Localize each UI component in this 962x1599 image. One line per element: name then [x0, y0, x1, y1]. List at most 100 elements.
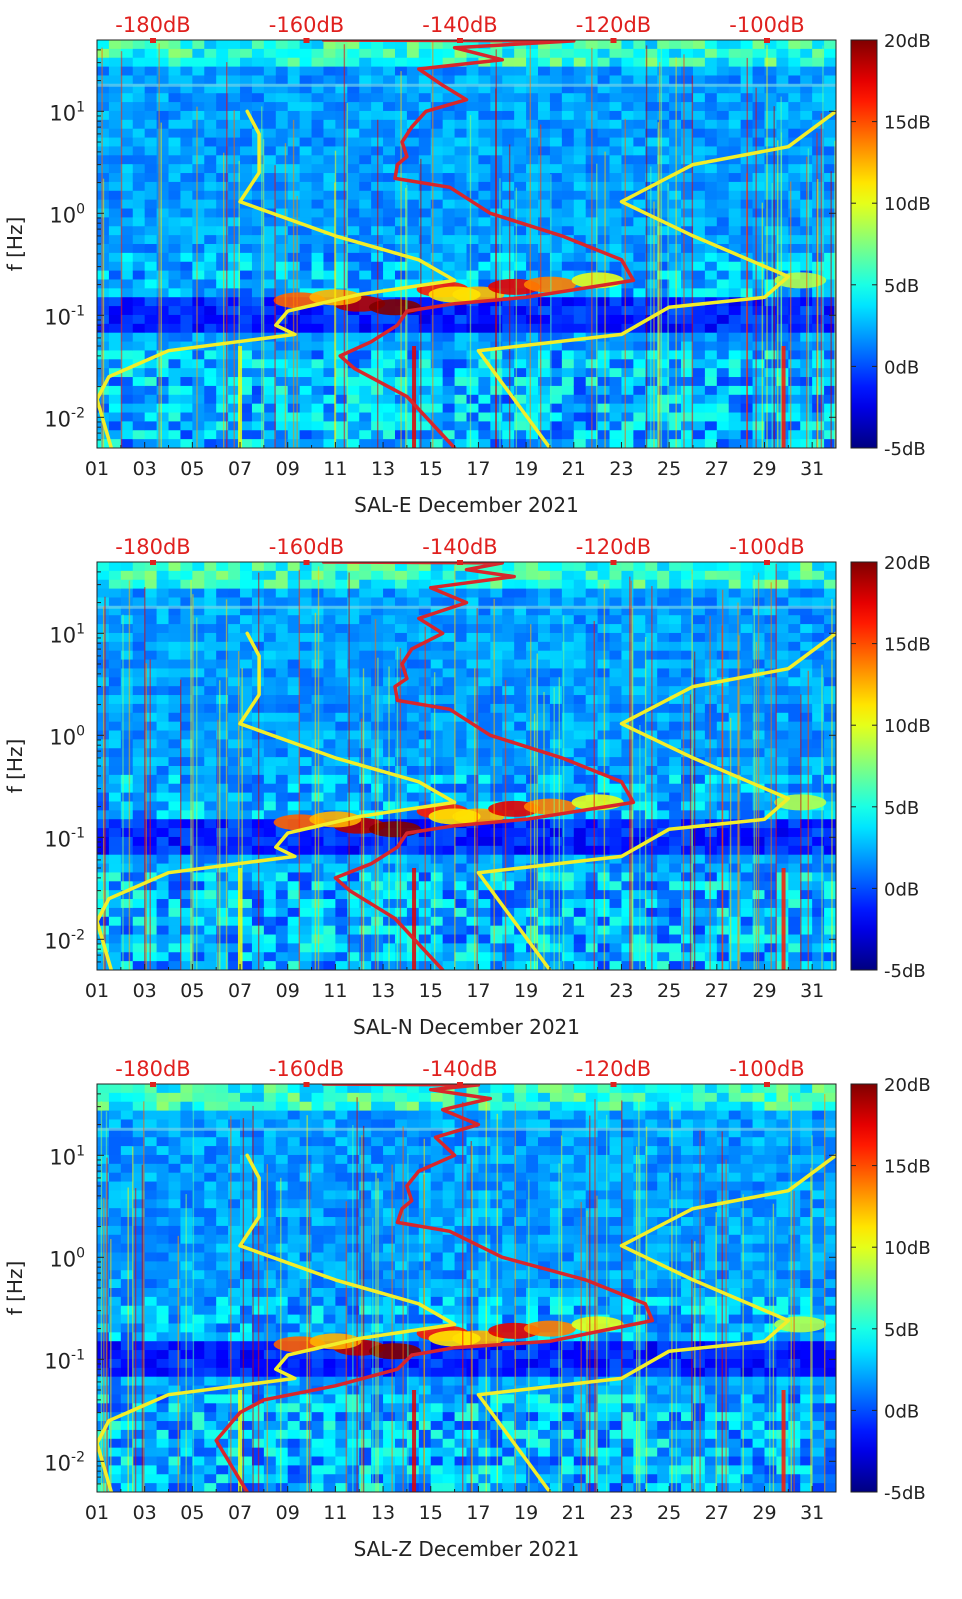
spectrogram-cell [156, 297, 170, 307]
spectrogram-cell [788, 84, 801, 94]
spectrogram-cell [132, 615, 146, 625]
spectrogram-streak [660, 45, 663, 448]
spectrogram-cell [406, 615, 420, 625]
spectrogram-cell [144, 721, 158, 732]
spectrogram-cell [216, 801, 229, 811]
spectrogram-cell [311, 368, 325, 378]
spectrogram-cell [383, 270, 396, 281]
spectrogram-cell [716, 385, 730, 396]
spectrogram-cell [561, 226, 575, 236]
spectrogram-cell [240, 907, 253, 918]
spectrogram-cell [180, 863, 193, 874]
spectrogram-cell [728, 93, 742, 103]
spectrogram-cell [347, 421, 360, 431]
spectrogram-cell [621, 40, 634, 50]
spectrogram-cell [478, 677, 491, 687]
spectrogram-cell [228, 836, 241, 847]
spectrogram-cell [311, 84, 325, 94]
spectrogram-cell [454, 377, 468, 387]
spectrogram-cell [168, 783, 182, 794]
spectrogram-cell [549, 890, 563, 900]
spectrogram-cell [502, 181, 515, 192]
spectrogram-cell [549, 368, 563, 378]
spectrogram-cell [192, 244, 205, 254]
spectrogram-cell [347, 270, 360, 281]
spectrogram-cell [549, 403, 563, 414]
spectrogram-cell [430, 368, 444, 378]
spectrogram-cell [347, 588, 360, 599]
spectrogram-cell [561, 739, 575, 749]
spectrogram-cell [657, 137, 670, 148]
spectrogram-cell [323, 377, 336, 387]
spectrogram-cell [180, 774, 193, 785]
spectrogram-cell [192, 748, 205, 758]
spectrogram-cell [502, 359, 515, 369]
spectrogram-cell [514, 421, 527, 431]
spectrogram-cell [454, 403, 468, 414]
spectrogram-cell [561, 297, 575, 307]
spectrogram-cell [287, 863, 301, 874]
spectrogram-cell [335, 430, 348, 440]
spectrogram-cell [442, 588, 456, 599]
spectrogram-cell [275, 890, 289, 900]
spectrogram-cell [478, 128, 491, 139]
spectrogram-cell [538, 146, 551, 156]
spectrogram-cell [728, 385, 742, 396]
spectrogram-cell [681, 430, 694, 440]
spectrogram-cell [228, 810, 241, 820]
spectrogram-cell [228, 677, 241, 687]
spectrogram-cell [132, 899, 146, 909]
spectrogram-cell [502, 819, 515, 829]
spectrogram-cell [573, 872, 587, 882]
spectrogram-cell [681, 297, 694, 307]
spectrogram-cell [645, 48, 658, 59]
spectrogram-cell [335, 801, 348, 811]
spectrogram-cell [132, 314, 146, 325]
spectrogram-cell [287, 712, 301, 723]
spectrogram-cell [704, 332, 718, 343]
spectrogram-cell [502, 774, 515, 785]
spectrogram-cell [442, 252, 456, 263]
spectrogram-cell [108, 128, 122, 139]
spectrogram-cell [645, 403, 658, 414]
spectrogram-cell [251, 261, 265, 272]
spectrogram-cell [287, 783, 301, 794]
spectrogram-cell [633, 119, 646, 130]
spectrogram-cell [263, 66, 277, 77]
spectrogram-cell [609, 261, 623, 272]
spectrogram-cell [335, 146, 348, 156]
spectrogram-cell [383, 430, 396, 440]
spectrogram-cell [549, 695, 563, 705]
spectrogram-cell [156, 430, 170, 440]
spectrogram-streak [834, 140, 836, 448]
spectrogram-cell [526, 252, 539, 263]
spectrogram-cell [454, 943, 468, 953]
y-tick-label-base: 10 [49, 101, 76, 125]
spectrogram-cell [144, 279, 158, 289]
spectrogram-cell [383, 403, 396, 414]
spectrogram-cell [406, 288, 420, 298]
spectrogram-cell [406, 235, 420, 245]
spectrogram-cell [311, 252, 325, 263]
spectrogram-cell [108, 226, 122, 236]
spectrogram-cell [692, 146, 706, 156]
spectrogram-cell [204, 93, 217, 103]
spectrogram-cell [108, 606, 122, 616]
spectrogram-cell [335, 199, 348, 210]
spectrogram-cell [144, 632, 158, 643]
spectrogram-cell [788, 181, 801, 192]
spectrogram-cell [561, 597, 575, 607]
spectrogram-cell [359, 766, 372, 776]
spectrogram-cell [240, 279, 253, 289]
spectrogram-cell [549, 686, 563, 696]
spectrogram-cell [168, 863, 182, 874]
spectrogram-cell [526, 385, 539, 396]
spectrogram-cell [597, 155, 611, 165]
spectrogram-cell [490, 792, 503, 803]
spectrogram-cell [406, 40, 420, 50]
spectrogram-cell [168, 916, 182, 927]
spectrogram-cell [108, 252, 122, 263]
spectrogram-cell [573, 748, 587, 758]
spectrogram-cell [311, 828, 325, 838]
spectrogram-cell [120, 881, 134, 891]
